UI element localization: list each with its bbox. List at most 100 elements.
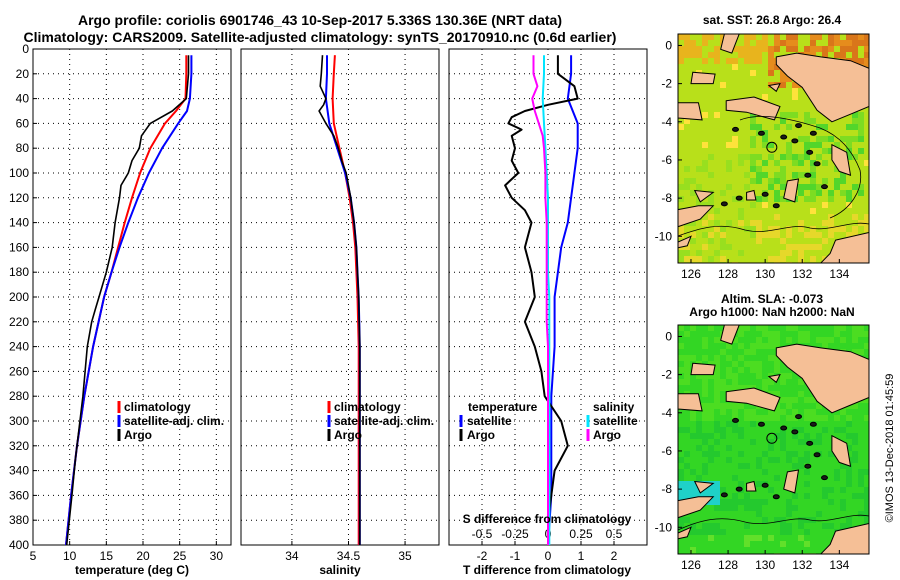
map-cell: [846, 154, 852, 160]
map-cell: [852, 154, 858, 160]
map-cell: [846, 475, 852, 481]
island: [809, 130, 817, 136]
map-cell: [720, 379, 726, 385]
sst-argo-marker: [766, 141, 778, 153]
map-cell: [792, 154, 798, 160]
map-x-tick-label: 130: [755, 558, 775, 572]
land-mass: [725, 387, 781, 412]
map-cell: [750, 343, 756, 349]
map-cell: [852, 52, 858, 58]
x-tick-label: 5: [30, 549, 37, 563]
map-cell: [852, 439, 858, 445]
map-cell: [762, 517, 768, 523]
map-cell: [834, 415, 840, 421]
map-cell: [708, 433, 714, 439]
map-cell: [678, 343, 684, 349]
map-cell: [708, 499, 714, 505]
sla-map-title: Altim. SLA: -0.073: [721, 292, 823, 306]
map-cell: [846, 517, 852, 523]
sla-argo-marker: [766, 432, 778, 444]
map-cell: [726, 244, 732, 250]
map-cell: [798, 154, 804, 160]
map-cell: [738, 385, 744, 391]
map-cell: [756, 457, 762, 463]
map-cell: [756, 46, 762, 52]
map-cell: [822, 523, 828, 529]
header-line-2: Climatology: CARS2009. Satellite-adjuste…: [23, 29, 617, 45]
series-line-s-satellite: [541, 55, 551, 545]
map-cell: [690, 178, 696, 184]
map-cell: [726, 385, 732, 391]
map-cell: [768, 70, 774, 76]
map-cell: [816, 184, 822, 190]
map-x-tick-label: 132: [792, 558, 812, 572]
map-cell: [804, 244, 810, 250]
map-cell: [822, 202, 828, 208]
map-cell: [792, 88, 798, 94]
map-cell: [810, 256, 816, 262]
map-x-tick-label: 132: [792, 267, 812, 281]
depth-tick-label: 400: [9, 538, 29, 552]
depth-axis: 0 20 40 60 80 100 120 140 160 180 200 220 240 260 280 3…: [9, 42, 37, 552]
map-cell: [756, 220, 762, 226]
map-cell: [702, 391, 708, 397]
map-cell: [774, 196, 780, 202]
map-cell: [798, 184, 804, 190]
map-cell: [690, 433, 696, 439]
map-cell: [828, 451, 834, 457]
map-cell: [864, 487, 869, 493]
sla-map-frame: [677, 324, 870, 555]
land-mass: [820, 231, 869, 263]
map-cell: [720, 190, 726, 196]
map-cell: [786, 511, 792, 517]
map-cell: [678, 469, 684, 475]
map-cell: [684, 184, 690, 190]
sst-cells: [678, 34, 869, 263]
map-cell: [822, 238, 828, 244]
map-cell: [792, 415, 798, 421]
map-cell: [708, 256, 714, 262]
map-cell: [684, 373, 690, 379]
land-mass: [831, 434, 852, 467]
map-cell: [858, 34, 864, 40]
map-cell: [768, 256, 774, 262]
map-cell: [768, 154, 774, 160]
map-cell: [786, 337, 792, 343]
map-cell: [804, 112, 810, 118]
map-cell: [678, 325, 684, 331]
map-cell: [714, 58, 720, 64]
map-cell: [714, 46, 720, 52]
map-cell: [858, 511, 864, 517]
map-cell: [780, 379, 786, 385]
depth-tick-label: 240: [9, 340, 29, 354]
map-cell: [810, 244, 816, 250]
map-cell: [738, 325, 744, 331]
map-cell: [858, 331, 864, 337]
map-cell: [798, 523, 804, 529]
map-cell: [714, 487, 720, 493]
map-cell: [810, 415, 816, 421]
map-cell: [690, 469, 696, 475]
map-cell: [738, 355, 744, 361]
map-cell: [768, 487, 774, 493]
map-cell: [810, 226, 816, 232]
island: [735, 486, 743, 492]
map-cell: [714, 505, 720, 511]
map-cell: [780, 238, 786, 244]
map-cell: [786, 325, 792, 331]
map-cell: [810, 517, 816, 523]
map-cell: [774, 361, 780, 367]
map-cell: [816, 415, 822, 421]
map-cell: [840, 427, 846, 433]
map-cell: [756, 124, 762, 130]
map-cell: [690, 325, 696, 331]
sst-contour: [678, 222, 869, 237]
map-cell: [810, 160, 816, 166]
map-cell: [756, 337, 762, 343]
map-cell: [696, 52, 702, 58]
map-cell: [750, 142, 756, 148]
map-cell: [846, 433, 852, 439]
map-cell: [732, 136, 738, 142]
map-cell: [750, 166, 756, 172]
map-cell: [762, 385, 768, 391]
